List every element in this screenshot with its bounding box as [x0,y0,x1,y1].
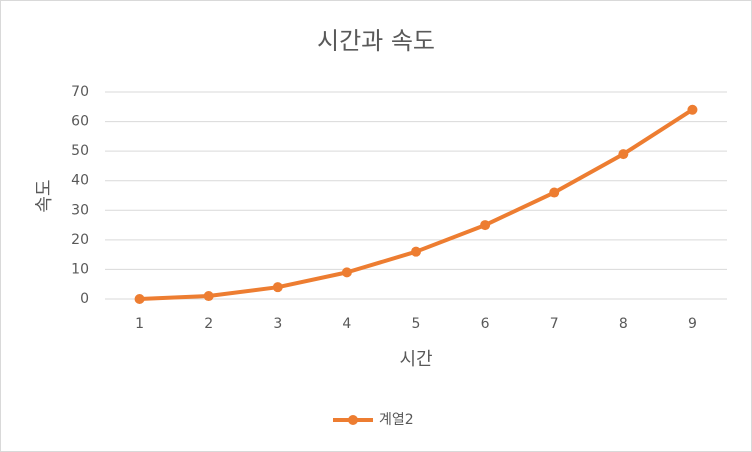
y-tick-label: 30 [71,202,89,218]
x-tick-label: 3 [273,316,282,332]
data-point [272,282,283,293]
y-tick-label: 60 [71,114,89,130]
data-point [687,104,698,115]
x-tick-label: 1 [135,316,144,332]
y-tick-label: 20 [71,232,89,248]
legend-marker [348,415,358,425]
y-tick-label: 0 [80,291,89,307]
x-tick-label: 9 [688,316,697,332]
data-point [203,291,214,302]
y-tick-label: 50 [71,143,89,159]
y-tick-label: 70 [71,84,89,100]
x-tick-label: 2 [204,316,213,332]
x-tick-label: 4 [342,316,351,332]
data-point [480,220,491,231]
chart-title: 시간과 속도 [317,27,435,55]
data-point [618,149,629,160]
legend-label: 계열2 [379,412,414,428]
x-tick-label: 8 [619,316,628,332]
y-axis-label: 속도 [34,179,55,212]
x-axis-label: 시간 [399,349,432,370]
data-point [549,187,560,198]
x-tick-label: 6 [481,316,490,332]
x-tick-label: 5 [412,316,421,332]
data-point [341,267,352,278]
y-tick-label: 40 [71,173,89,189]
data-point [134,294,145,304]
data-point [411,246,421,257]
x-tick-label: 7 [550,316,559,332]
y-tick-label: 10 [71,261,89,277]
